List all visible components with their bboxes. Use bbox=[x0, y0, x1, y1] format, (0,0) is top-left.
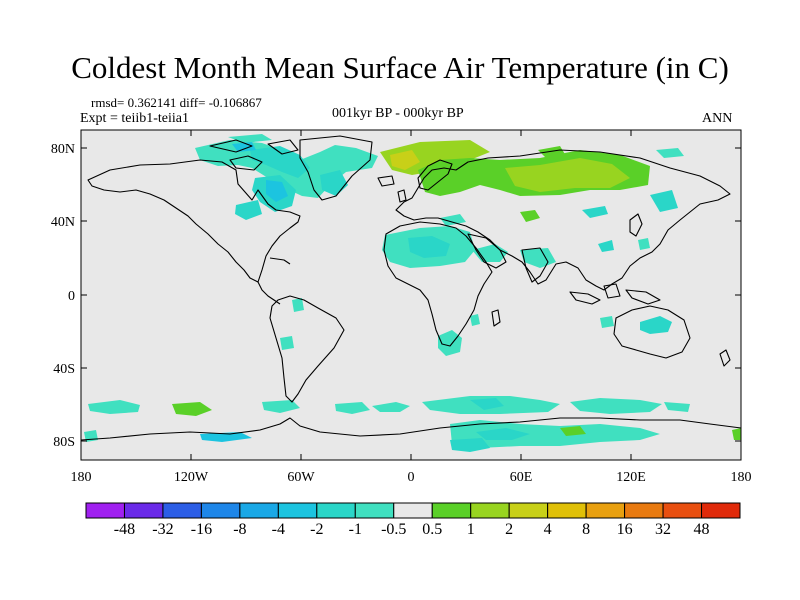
anomaly-patch bbox=[232, 142, 256, 152]
colorbar-label: -16 bbox=[191, 521, 212, 538]
anomaly-patch bbox=[450, 438, 490, 452]
colorbar-label: -32 bbox=[152, 521, 173, 538]
anomaly-patch bbox=[292, 298, 304, 312]
colorbar-box bbox=[316, 502, 356, 519]
anomaly-patch bbox=[372, 402, 410, 412]
lat-label-40n: 40N bbox=[51, 215, 75, 230]
lon-label-60w: 60W bbox=[287, 470, 315, 485]
colorbar-box bbox=[431, 502, 472, 519]
anomaly-patch bbox=[470, 314, 480, 326]
anomaly-patch bbox=[235, 200, 262, 220]
colorbar-label: 48 bbox=[694, 521, 710, 538]
anomaly-patch bbox=[476, 428, 530, 440]
lat-label-80n: 80N bbox=[51, 142, 75, 157]
anomaly-patch bbox=[438, 330, 462, 356]
anomaly-patch bbox=[440, 214, 466, 226]
colorbar-box bbox=[508, 502, 549, 519]
anomaly-patch bbox=[390, 150, 420, 170]
season-label: ANN bbox=[702, 111, 733, 126]
colorbar-box bbox=[123, 502, 164, 519]
colorbar-label: 4 bbox=[544, 521, 552, 538]
colorbar-label: -4 bbox=[272, 521, 285, 538]
anomaly-patch bbox=[650, 190, 678, 212]
lon-label-120w: 120W bbox=[174, 470, 209, 485]
anomaly-patch bbox=[408, 236, 450, 258]
anomaly-patch bbox=[598, 240, 614, 252]
colorbar-label: -48 bbox=[114, 521, 135, 538]
lat-label-0: 0 bbox=[68, 289, 75, 304]
lat-label-80s: 80S bbox=[53, 435, 75, 450]
colorbar bbox=[85, 502, 741, 519]
colorbar-box bbox=[85, 502, 125, 519]
colorbar-label: -1 bbox=[349, 521, 362, 538]
anomaly-patch bbox=[200, 432, 252, 442]
anomaly-patch bbox=[88, 400, 140, 414]
anomaly-patch bbox=[280, 336, 294, 350]
colorbar-label: -8 bbox=[233, 521, 246, 538]
colorbar-box bbox=[624, 502, 664, 519]
anomaly-patch bbox=[250, 146, 310, 178]
lat-label-40s: 40S bbox=[53, 362, 75, 377]
anomaly-patch bbox=[335, 402, 370, 414]
colorbar-box bbox=[585, 502, 626, 519]
colorbar-label: 32 bbox=[655, 521, 671, 538]
colorbar-box bbox=[354, 502, 395, 519]
colorbar-labels: -48 -32 -16 -8 -4 -2 -1 -0.5 0.5 1 2 4 8 16 32 48 bbox=[114, 521, 710, 538]
anomaly-patch bbox=[732, 428, 741, 440]
anomaly-patch bbox=[560, 426, 586, 436]
colorbar-box bbox=[162, 502, 202, 519]
colorbar-box bbox=[393, 502, 433, 519]
anomaly-patch bbox=[450, 420, 660, 448]
lon-label-120e: 120E bbox=[616, 470, 646, 485]
anomaly-patch bbox=[520, 210, 540, 222]
rmsd-diff-stats: rmsd= 0.362141 diff= -0.106867 bbox=[91, 95, 262, 110]
anomaly-patch bbox=[638, 238, 650, 250]
colorbar-box bbox=[200, 502, 241, 519]
lon-label-180-left: 180 bbox=[71, 470, 92, 485]
colorbar-label: 0.5 bbox=[422, 521, 442, 538]
anomaly-patch bbox=[570, 398, 662, 414]
anomaly-patch bbox=[582, 206, 608, 218]
colorbar-box bbox=[277, 502, 318, 519]
anomaly-patch bbox=[172, 402, 212, 416]
lon-label-0: 0 bbox=[408, 470, 415, 485]
colorbar-box bbox=[470, 502, 510, 519]
anomaly-patch bbox=[640, 316, 672, 334]
lon-label-60e: 60E bbox=[510, 470, 533, 485]
period-label: 001kyr BP - 000kyr BP bbox=[332, 106, 464, 121]
colorbar-label: 2 bbox=[505, 521, 513, 538]
colorbar-label: 8 bbox=[582, 521, 590, 538]
anomaly-patch bbox=[262, 400, 300, 413]
colorbar-label: 1 bbox=[467, 521, 475, 538]
lon-label-180-right: 180 bbox=[731, 470, 752, 485]
experiment-label: Expt = teiib1-teiia1 bbox=[80, 111, 189, 126]
anomaly-patch bbox=[84, 430, 98, 442]
colorbar-label: -2 bbox=[310, 521, 323, 538]
axis-ticks bbox=[81, 130, 741, 460]
anomaly-patch bbox=[664, 402, 690, 412]
anomaly-patch bbox=[600, 316, 614, 328]
anomaly-patch bbox=[470, 398, 504, 410]
colorbar-label: -0.5 bbox=[381, 521, 406, 538]
colorbar-box bbox=[701, 502, 741, 519]
anomaly-patch bbox=[656, 148, 684, 158]
colorbar-box bbox=[662, 502, 703, 519]
plot-title: Coldest Month Mean Surface Air Temperatu… bbox=[71, 50, 729, 85]
anomaly-patch bbox=[538, 146, 566, 160]
colorbar-box bbox=[547, 502, 587, 519]
anomaly-patch bbox=[505, 158, 630, 192]
colorbar-label: 16 bbox=[617, 521, 633, 538]
colorbar-box bbox=[239, 502, 279, 519]
coastlines bbox=[81, 135, 741, 460]
anomaly-patch bbox=[266, 180, 288, 202]
